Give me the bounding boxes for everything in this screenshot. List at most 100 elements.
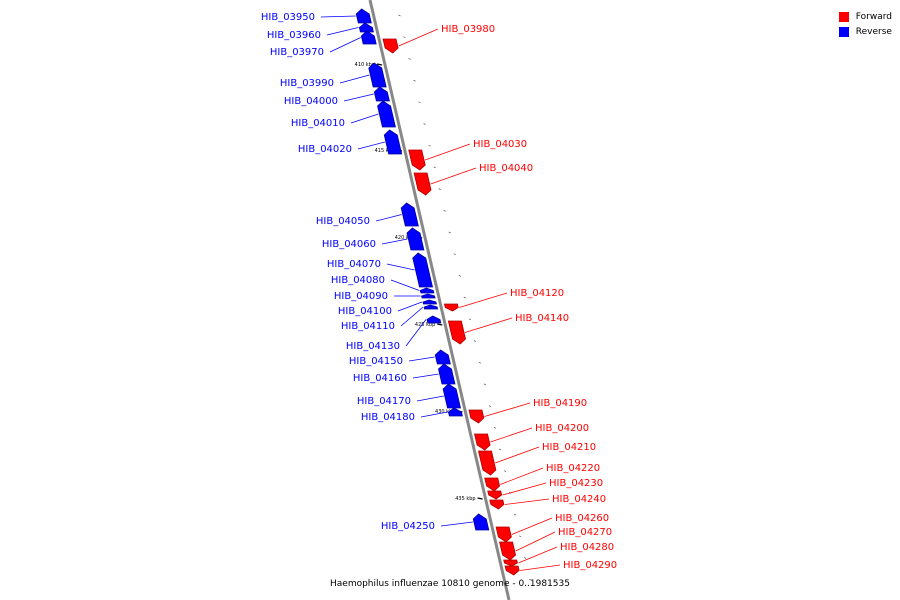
gene-label-hib_04240[interactable]: HIB_04240 — [552, 494, 606, 505]
gene-block-hib_04020[interactable] — [383, 129, 403, 155]
gene-label-hib_03970[interactable]: HIB_03970 — [270, 47, 324, 58]
gene-label-hib_04000[interactable]: HIB_04000 — [284, 96, 338, 107]
tick-label: 430 kbp — [435, 409, 455, 415]
gene-block-hib_04260[interactable] — [495, 526, 512, 543]
leader-line — [339, 74, 370, 84]
gene-block-hib_04290[interactable] — [504, 565, 520, 576]
leader-line — [398, 28, 439, 47]
gene-block-hib_04280[interactable] — [503, 559, 518, 567]
gene-block-hib_04190[interactable] — [468, 409, 485, 424]
gene-label-hib_04120[interactable]: HIB_04120 — [510, 288, 564, 299]
gene-block-hib_03960[interactable] — [358, 22, 374, 33]
minor-tick — [493, 426, 497, 429]
gene-label-hib_04070[interactable]: HIB_04070 — [327, 259, 381, 270]
gene-label-hib_04250[interactable]: HIB_04250 — [381, 521, 435, 532]
leader-line — [459, 292, 508, 308]
gene-block-hib_03990[interactable] — [368, 62, 387, 88]
gene-block-hib_03950[interactable] — [355, 8, 372, 24]
minor-tick — [513, 513, 517, 516]
gene-block-hib_04150[interactable] — [434, 349, 451, 365]
gene-block-hib_04270[interactable] — [499, 541, 517, 561]
gene-block-hib_04010[interactable] — [377, 100, 396, 128]
leader-line — [343, 93, 374, 102]
gene-block-hib_04000[interactable] — [373, 86, 390, 102]
gene-label-hib_03960[interactable]: HIB_03960 — [267, 30, 321, 41]
gene-label-hib_04290[interactable]: HIB_04290 — [563, 560, 617, 571]
gene-label-hib_04220[interactable]: HIB_04220 — [546, 463, 600, 474]
gene-block-hib_04210[interactable] — [477, 450, 497, 476]
leader-line — [495, 446, 540, 464]
gene-block-hib_04140[interactable] — [447, 320, 466, 345]
gene-block-hib_04180[interactable] — [447, 407, 463, 417]
tick-label: 410 kbp — [355, 62, 375, 68]
gene-block-hib_04220[interactable] — [484, 477, 501, 492]
gene-label-hib_04140[interactable]: HIB_04140 — [515, 313, 569, 324]
gene-label-hib_04040[interactable]: HIB_04040 — [479, 163, 533, 174]
gene-label-hib_04210[interactable]: HIB_04210 — [542, 442, 596, 453]
gene-label-hib_04060[interactable]: HIB_04060 — [322, 239, 376, 250]
minor-tick — [433, 166, 436, 169]
gene-label-hib_04130[interactable]: HIB_04130 — [346, 341, 400, 352]
tick-label: 435 kbp — [455, 496, 475, 502]
tick-mark — [477, 497, 483, 500]
gene-block-hib_04200[interactable] — [474, 433, 491, 451]
gene-block-hib_04030[interactable] — [408, 149, 426, 171]
gene-block-hib_04130[interactable] — [426, 315, 442, 324]
gene-label-hib_04020[interactable]: HIB_04020 — [298, 144, 352, 155]
minor-tick — [403, 36, 406, 39]
gene-label-hib_03950[interactable]: HIB_03950 — [261, 12, 315, 23]
gene-block-hib_03970[interactable] — [360, 30, 377, 45]
leader-line — [326, 27, 359, 36]
gene-label-hib_04260[interactable]: HIB_04260 — [555, 513, 609, 524]
gene-label-hib_04280[interactable]: HIB_04280 — [560, 542, 614, 553]
gene-block-hib_04090[interactable] — [421, 293, 436, 299]
leader-line — [375, 214, 402, 222]
gene-label-hib_04150[interactable]: HIB_04150 — [349, 356, 403, 367]
leader-line — [511, 517, 553, 535]
minor-tick — [523, 557, 527, 559]
gene-block-hib_04110[interactable] — [423, 304, 439, 310]
gene-label-hib_04200[interactable]: HIB_04200 — [535, 423, 589, 434]
gene-label-hib_04230[interactable]: HIB_04230 — [549, 478, 603, 489]
gene-block-hib_04050[interactable] — [400, 202, 419, 227]
minor-tick — [498, 448, 502, 451]
gene-block-hib_04070[interactable] — [412, 252, 433, 288]
gene-label-hib_03990[interactable]: HIB_03990 — [280, 78, 334, 89]
gene-block-hib_04240[interactable] — [489, 499, 505, 510]
gene-label-hib_04170[interactable]: HIB_04170 — [357, 396, 411, 407]
legend-label-reverse: Reverse — [855, 26, 892, 37]
gene-label-hib_04100[interactable]: HIB_04100 — [338, 306, 392, 317]
gene-label-hib_04190[interactable]: HIB_04190 — [533, 398, 587, 409]
gene-label-hib_04270[interactable]: HIB_04270 — [558, 527, 612, 538]
leader-line — [412, 373, 439, 379]
gene-label-hib_04110[interactable]: HIB_04110 — [341, 321, 395, 332]
gene-block-hib_04080[interactable] — [419, 287, 435, 294]
minor-tick — [418, 101, 421, 104]
leader-line — [329, 37, 361, 53]
gene-label-hib_04030[interactable]: HIB_04030 — [473, 139, 527, 150]
tick-mark — [376, 63, 383, 66]
reverse-swatch — [838, 26, 849, 37]
gene-block-hib_04100[interactable] — [422, 299, 437, 305]
tick-label: 425 kbp — [415, 322, 435, 328]
gene-block-hib_04170[interactable] — [442, 383, 462, 409]
gene-label-hib_04080[interactable]: HIB_04080 — [331, 275, 385, 286]
minor-tick — [529, 578, 532, 581]
gene-block-hib_04230[interactable] — [487, 490, 503, 500]
gene-block-hib_04160[interactable] — [438, 363, 456, 385]
gene-block-hib_03980[interactable] — [382, 38, 399, 54]
gene-label-hib_03980[interactable]: HIB_03980 — [441, 24, 495, 35]
gene-label-hib_04090[interactable]: HIB_04090 — [334, 291, 388, 302]
gene-block-hib_04060[interactable] — [406, 227, 425, 251]
gene-label-hib_04050[interactable]: HIB_04050 — [316, 216, 370, 227]
gene-label-hib_04180[interactable]: HIB_04180 — [361, 412, 415, 423]
leader-line — [490, 427, 533, 443]
gene-block-hib_04250[interactable] — [472, 513, 490, 531]
minor-tick — [468, 318, 472, 321]
gene-block-hib_04040[interactable] — [413, 172, 432, 196]
gene-label-hib_04010[interactable]: HIB_04010 — [291, 118, 345, 129]
gene-block-hib_04120[interactable] — [443, 303, 459, 312]
gene-label-hib_04160[interactable]: HIB_04160 — [353, 373, 407, 384]
leader-line — [440, 521, 473, 527]
minor-tick — [408, 58, 411, 60]
